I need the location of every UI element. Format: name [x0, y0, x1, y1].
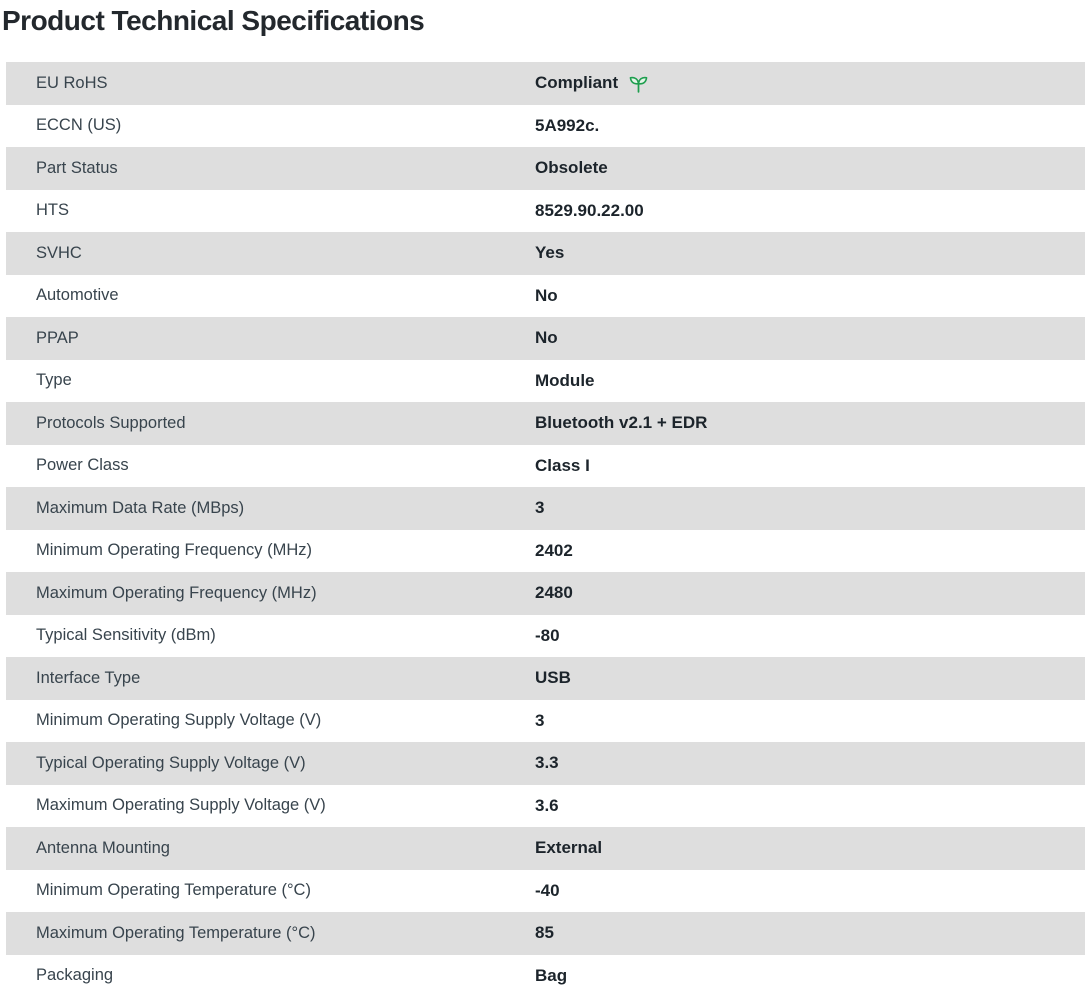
spec-value-text: 3 — [535, 498, 545, 518]
spec-value: Bluetooth v2.1 + EDR — [535, 413, 1085, 433]
spec-value-text: 3 — [535, 710, 545, 730]
spec-row: ECCN (US) 5A992c. — [6, 105, 1085, 148]
spec-row: SVHC Yes — [6, 232, 1085, 275]
spec-value-text: 3.3 — [535, 753, 559, 773]
spec-value: Class I — [535, 456, 1085, 476]
spec-value: Yes — [535, 243, 1085, 263]
spec-value-text: Obsolete — [535, 158, 608, 178]
spec-value: -40 — [535, 881, 1085, 901]
spec-label: ECCN (US) — [36, 116, 122, 135]
spec-label: Maximum Operating Temperature (°C) — [36, 923, 316, 942]
spec-label: Protocols Supported — [36, 413, 186, 432]
spec-label: Automotive — [36, 286, 119, 305]
spec-label: SVHC — [36, 243, 82, 262]
spec-value-text: 2402 — [535, 540, 573, 560]
spec-value-text: No — [535, 328, 558, 348]
spec-value: 3.3 — [535, 753, 1085, 773]
spec-label: Typical Operating Supply Voltage (V) — [36, 753, 306, 772]
spec-value-text: 8529.90.22.00 — [535, 200, 644, 220]
page-title: Product Technical Specifications — [2, 5, 425, 36]
spec-value: 3 — [535, 498, 1085, 518]
spec-value-text: Bag — [535, 965, 568, 985]
spec-label: PPAP — [36, 328, 79, 347]
spec-value-text: USB — [535, 668, 571, 688]
spec-label: Interface Type — [36, 668, 141, 687]
spec-value: External — [535, 838, 1085, 858]
spec-label: Minimum Operating Frequency (MHz) — [36, 541, 312, 560]
spec-row: Power Class Class I — [6, 445, 1085, 488]
spec-value-text: 85 — [535, 923, 554, 943]
spec-label: Typical Sensitivity (dBm) — [36, 626, 216, 645]
spec-value: 3.6 — [535, 796, 1085, 816]
spec-value-text: -80 — [535, 625, 560, 645]
spec-value-text: 2480 — [535, 583, 573, 603]
spec-label: Minimum Operating Temperature (°C) — [36, 881, 311, 900]
spec-label: Maximum Operating Frequency (MHz) — [36, 583, 317, 602]
spec-row: Typical Sensitivity (dBm) -80 — [6, 615, 1085, 658]
spec-value-text: Yes — [535, 243, 565, 263]
spec-value-text: No — [535, 285, 558, 305]
spec-row: Minimum Operating Temperature (°C) -40 — [6, 870, 1085, 913]
spec-row: Type Module — [6, 360, 1085, 403]
leaf-icon — [629, 76, 648, 93]
spec-value: 5A992c. — [535, 116, 1085, 136]
spec-label: Part Status — [36, 158, 118, 177]
spec-row: Minimum Operating Supply Voltage (V) 3 — [6, 700, 1085, 743]
spec-value: Module — [535, 371, 1085, 391]
spec-label: Antenna Mounting — [36, 838, 170, 857]
spec-row: Maximum Operating Supply Voltage (V) 3.6 — [6, 785, 1085, 828]
spec-value-text: Class I — [535, 455, 590, 475]
spec-value: 2402 — [535, 541, 1085, 561]
spec-row: Maximum Data Rate (MBps) 3 — [6, 487, 1085, 530]
spec-row: Typical Operating Supply Voltage (V) 3.3 — [6, 742, 1085, 785]
spec-row: Interface Type USB — [6, 657, 1085, 700]
spec-label: Minimum Operating Supply Voltage (V) — [36, 711, 322, 730]
spec-row: EU RoHS Compliant — [6, 62, 1085, 105]
spec-row: Part Status Obsolete — [6, 147, 1085, 190]
spec-label: Maximum Data Rate (MBps) — [36, 498, 245, 517]
spec-label: Power Class — [36, 456, 129, 475]
spec-label: Maximum Operating Supply Voltage (V) — [36, 796, 326, 815]
spec-row: Minimum Operating Frequency (MHz) 2402 — [6, 530, 1085, 573]
spec-label: EU RoHS — [36, 73, 108, 92]
spec-row: Packaging Bag — [6, 955, 1085, 994]
spec-row: HTS 8529.90.22.00 — [6, 190, 1085, 233]
spec-row: Maximum Operating Frequency (MHz) 2480 — [6, 572, 1085, 615]
spec-value: 85 — [535, 923, 1085, 943]
spec-value: -80 — [535, 626, 1085, 646]
spec-value-text: -40 — [535, 880, 560, 900]
spec-value-text: External — [535, 838, 603, 858]
spec-row: Protocols Supported Bluetooth v2.1 + EDR — [6, 402, 1085, 445]
spec-table: EU RoHS Compliant ECCN (US) 5A992c. Part… — [0, 62, 1085, 994]
spec-value-text: Bluetooth v2.1 + EDR — [535, 413, 708, 433]
spec-value: Obsolete — [535, 158, 1085, 178]
spec-value: 8529.90.22.00 — [535, 201, 1085, 221]
spec-value: Bag — [535, 966, 1085, 986]
spec-value-text: Compliant — [535, 73, 619, 93]
spec-value: 2480 — [535, 583, 1085, 603]
spec-label: Type — [36, 371, 72, 390]
spec-value: Compliant — [535, 73, 1085, 94]
spec-label: Packaging — [36, 966, 114, 985]
spec-value-text: 3.6 — [535, 795, 559, 815]
spec-value: USB — [535, 668, 1085, 688]
spec-value-text: 5A992c. — [535, 115, 600, 135]
spec-row: Maximum Operating Temperature (°C) 85 — [6, 912, 1085, 955]
spec-value: No — [535, 286, 1085, 306]
spec-value: No — [535, 328, 1085, 348]
spec-row: PPAP No — [6, 317, 1085, 360]
spec-value-text: Module — [535, 370, 595, 390]
spec-row: Automotive No — [6, 275, 1085, 318]
spec-value: 3 — [535, 711, 1085, 731]
spec-label: HTS — [36, 201, 69, 220]
spec-row: Antenna Mounting External — [6, 827, 1085, 870]
page-header: Product Technical Specifications — [0, 0, 1085, 62]
